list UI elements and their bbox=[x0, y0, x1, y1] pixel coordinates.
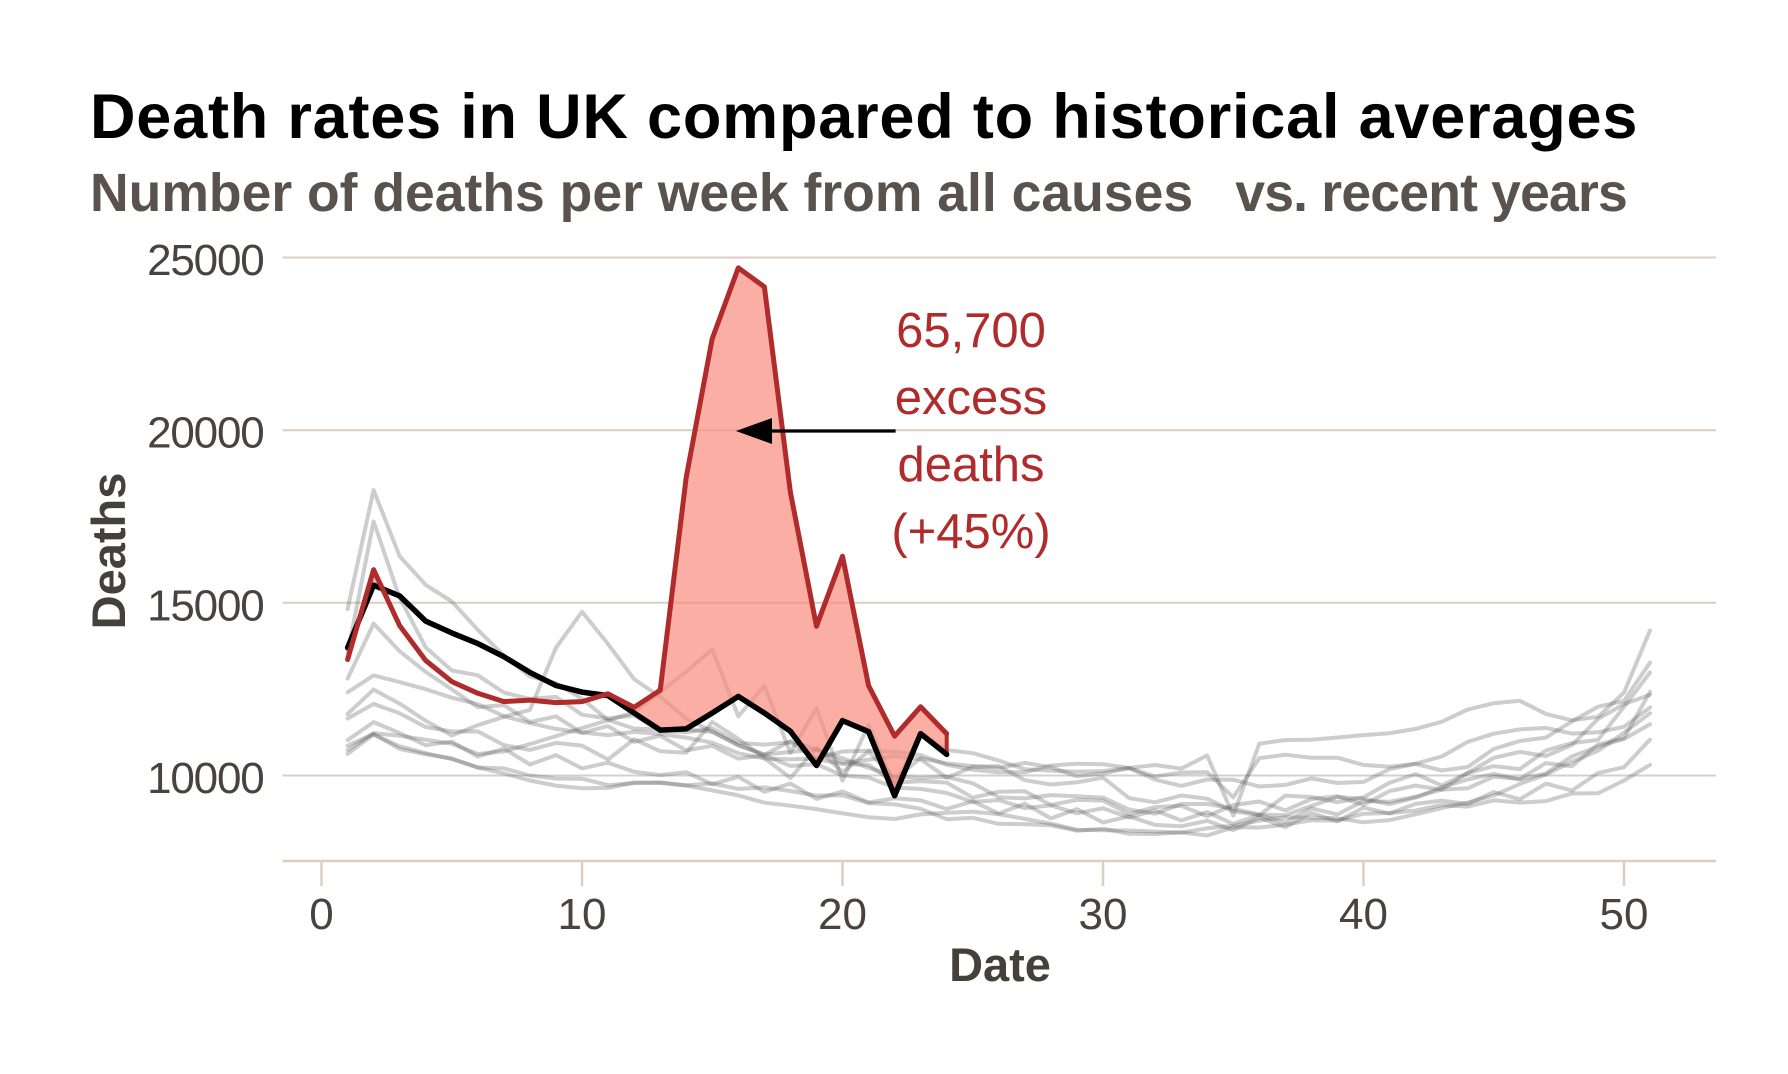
svg-text:Date: Date bbox=[949, 938, 1051, 991]
svg-text:Number of deaths per week from: Number of deaths per week from all cause… bbox=[90, 164, 1627, 223]
svg-text:30: 30 bbox=[1079, 890, 1128, 939]
svg-text:excess: excess bbox=[895, 371, 1048, 425]
svg-text:50: 50 bbox=[1600, 890, 1649, 939]
svg-text:(+45%): (+45%) bbox=[891, 505, 1050, 559]
svg-text:25000: 25000 bbox=[147, 236, 263, 285]
svg-text:Death rates in UK compared to: Death rates in UK compared to historical… bbox=[90, 82, 1638, 152]
svg-text:15000: 15000 bbox=[147, 581, 263, 630]
svg-text:20000: 20000 bbox=[147, 409, 263, 458]
svg-text:10000: 10000 bbox=[147, 754, 263, 803]
svg-text:40: 40 bbox=[1339, 890, 1388, 939]
svg-text:20: 20 bbox=[818, 890, 867, 939]
svg-text:Deaths: Deaths bbox=[82, 473, 135, 630]
svg-text:65,700: 65,700 bbox=[896, 304, 1046, 358]
svg-text:10: 10 bbox=[558, 890, 607, 939]
svg-text:deaths: deaths bbox=[897, 438, 1044, 492]
svg-text:0: 0 bbox=[309, 890, 333, 939]
